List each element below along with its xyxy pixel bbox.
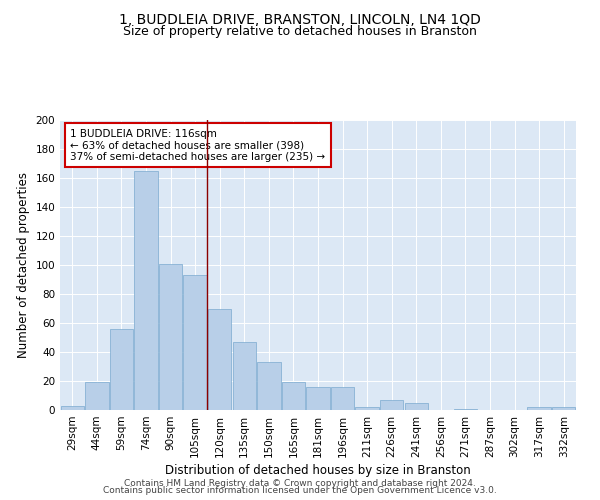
Text: Contains public sector information licensed under the Open Government Licence v3: Contains public sector information licen… bbox=[103, 486, 497, 495]
Bar bbox=[184, 275, 207, 410]
Bar bbox=[257, 362, 281, 410]
Bar bbox=[208, 308, 232, 410]
Bar bbox=[233, 342, 256, 410]
Bar bbox=[527, 407, 551, 410]
Text: 1 BUDDLEIA DRIVE: 116sqm
← 63% of detached houses are smaller (398)
37% of semi-: 1 BUDDLEIA DRIVE: 116sqm ← 63% of detach… bbox=[70, 128, 325, 162]
Bar bbox=[159, 264, 182, 410]
X-axis label: Distribution of detached houses by size in Branston: Distribution of detached houses by size … bbox=[165, 464, 471, 477]
Y-axis label: Number of detached properties: Number of detached properties bbox=[17, 172, 30, 358]
Bar bbox=[307, 387, 329, 410]
Bar bbox=[110, 329, 133, 410]
Bar bbox=[552, 407, 575, 410]
Bar bbox=[61, 406, 84, 410]
Bar bbox=[331, 387, 354, 410]
Text: Contains HM Land Registry data © Crown copyright and database right 2024.: Contains HM Land Registry data © Crown c… bbox=[124, 478, 476, 488]
Text: Size of property relative to detached houses in Branston: Size of property relative to detached ho… bbox=[123, 25, 477, 38]
Bar bbox=[454, 408, 477, 410]
Bar bbox=[404, 403, 428, 410]
Bar bbox=[380, 400, 403, 410]
Text: 1, BUDDLEIA DRIVE, BRANSTON, LINCOLN, LN4 1QD: 1, BUDDLEIA DRIVE, BRANSTON, LINCOLN, LN… bbox=[119, 12, 481, 26]
Bar bbox=[355, 407, 379, 410]
Bar bbox=[282, 382, 305, 410]
Bar bbox=[85, 382, 109, 410]
Bar bbox=[134, 171, 158, 410]
